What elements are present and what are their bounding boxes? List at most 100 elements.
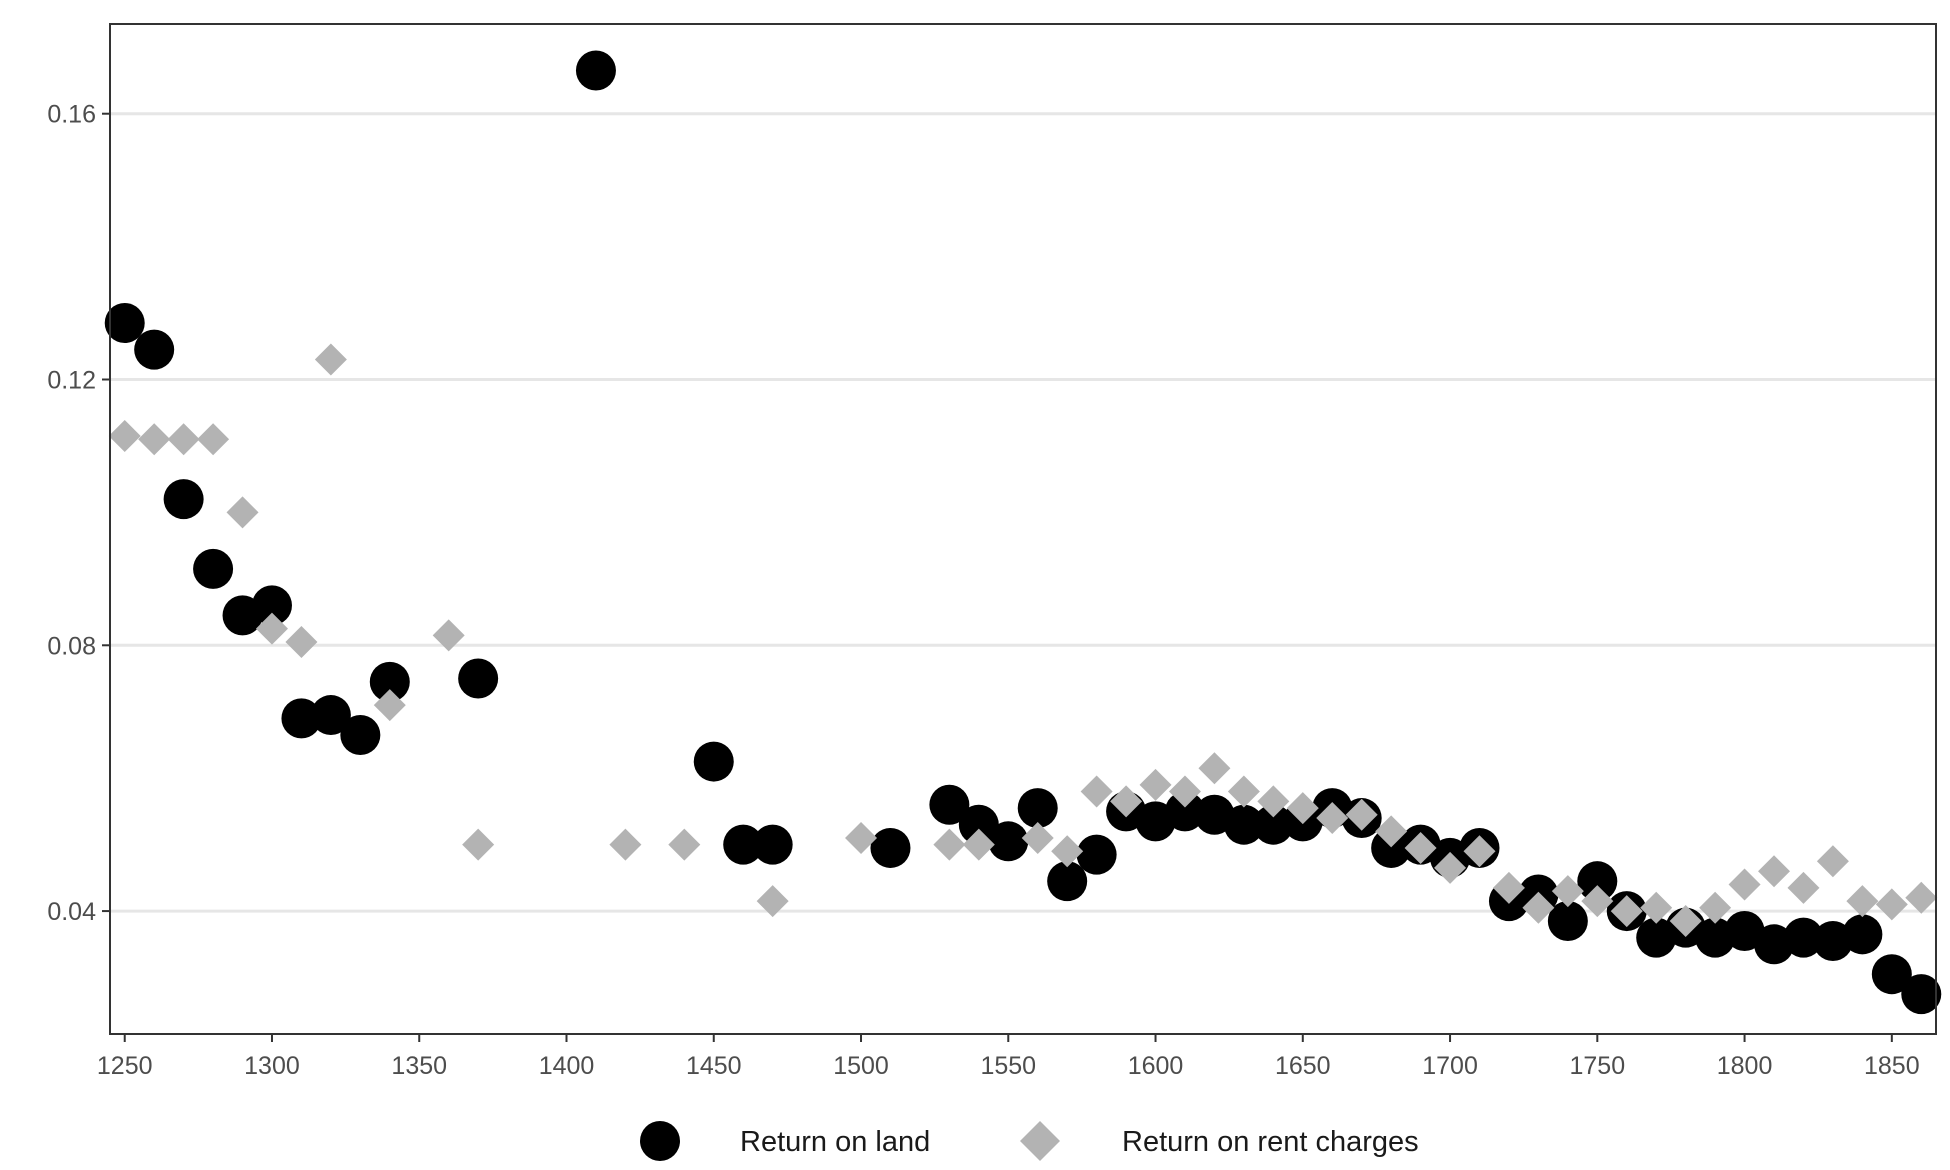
y-tick-label: 0.12 [47, 366, 96, 394]
x-tick-label: 1400 [539, 1052, 595, 1080]
point-return-on-rent-charges [1669, 905, 1702, 938]
point-return-on-land [1871, 954, 1912, 995]
point-return-on-rent-charges [314, 343, 347, 376]
point-return-on-rent-charges [1110, 785, 1143, 818]
point-return-on-land [1223, 804, 1264, 845]
point-return-on-land [310, 695, 351, 736]
point-return-on-rent-charges [1434, 851, 1467, 884]
point-return-on-rent-charges [1168, 775, 1201, 808]
point-return-on-land [340, 714, 381, 755]
x-tick-label: 1500 [833, 1052, 889, 1080]
legend-key-return-on-rent-charges [1020, 1121, 1060, 1161]
point-return-on-rent-charges [432, 619, 465, 652]
point-return-on-rent-charges [1787, 871, 1820, 904]
x-tick-label: 1850 [1864, 1052, 1920, 1080]
point-return-on-rent-charges [756, 885, 789, 918]
point-return-on-rent-charges [1875, 888, 1908, 921]
x-tick-label: 1350 [391, 1052, 447, 1080]
point-return-on-rent-charges [1463, 835, 1496, 868]
x-tick-label: 1700 [1422, 1052, 1478, 1080]
point-return-on-rent-charges [1728, 868, 1761, 901]
point-return-on-rent-charges [462, 828, 495, 861]
point-return-on-land [1842, 914, 1883, 955]
point-return-on-land [1253, 804, 1294, 845]
point-return-on-land [1164, 791, 1205, 832]
point-return-on-rent-charges [1581, 885, 1614, 918]
point-return-on-rent-charges [1816, 845, 1849, 878]
point-return-on-rent-charges [933, 828, 966, 861]
point-return-on-land [163, 479, 204, 520]
y-tick-label: 0.16 [47, 101, 96, 129]
point-return-on-land [1547, 901, 1588, 942]
point-return-on-rent-charges [1227, 775, 1260, 808]
point-return-on-rent-charges [138, 423, 171, 456]
point-return-on-rent-charges [1080, 775, 1113, 808]
point-return-on-rent-charges [255, 612, 288, 645]
point-return-on-land [104, 303, 145, 344]
point-return-on-rent-charges [1051, 835, 1084, 868]
point-return-on-rent-charges [1492, 871, 1525, 904]
point-return-on-land [1076, 834, 1117, 875]
point-return-on-rent-charges [1640, 891, 1673, 924]
plot-panel-border [109, 23, 1937, 1035]
x-tick-label: 1250 [97, 1052, 153, 1080]
x-tick-label: 1300 [244, 1052, 300, 1080]
point-return-on-rent-charges [1375, 815, 1408, 848]
point-return-on-rent-charges [197, 423, 230, 456]
point-return-on-rent-charges [1551, 875, 1584, 908]
series-return-on-rent-charges [108, 343, 1938, 938]
point-return-on-rent-charges [1198, 752, 1231, 785]
point-return-on-rent-charges [108, 419, 141, 452]
y-tick-label: 0.04 [47, 898, 96, 926]
point-return-on-rent-charges [668, 828, 701, 861]
legend: Return on land Return on rent charges [640, 1121, 1419, 1161]
point-return-on-land [1017, 788, 1058, 829]
point-return-on-land [1047, 861, 1088, 902]
point-return-on-land [458, 658, 499, 699]
point-return-on-rent-charges [1316, 802, 1349, 835]
point-return-on-land [1577, 861, 1618, 902]
x-tick-label: 1750 [1569, 1052, 1625, 1080]
point-return-on-land [134, 329, 175, 370]
point-return-on-rent-charges [1021, 821, 1054, 854]
point-return-on-rent-charges [845, 821, 878, 854]
point-return-on-rent-charges [1699, 891, 1732, 924]
point-return-on-rent-charges [1257, 785, 1290, 818]
x-axis: 1250 1300 1350 1400 1450 1500 1550 1600 1650 1700… [97, 1034, 1920, 1080]
y-tick-label: 0.08 [47, 632, 96, 660]
legend-key-return-on-land [640, 1121, 680, 1161]
point-return-on-land [958, 804, 999, 845]
legend-label-return-on-land: Return on land [740, 1126, 930, 1158]
point-return-on-land [1783, 917, 1824, 958]
point-return-on-rent-charges [167, 423, 200, 456]
point-return-on-rent-charges [226, 496, 259, 529]
point-return-on-rent-charges [373, 689, 406, 722]
point-return-on-rent-charges [1345, 798, 1378, 831]
point-return-on-land [1901, 974, 1942, 1015]
point-return-on-land [929, 784, 970, 825]
point-return-on-rent-charges [962, 828, 995, 861]
point-return-on-rent-charges [1404, 831, 1437, 864]
point-return-on-land [988, 821, 1029, 862]
y-axis: 0.04 0.08 0.12 0.16 [47, 101, 110, 926]
point-return-on-land [369, 661, 410, 702]
x-tick-label: 1800 [1717, 1052, 1773, 1080]
x-tick-label: 1650 [1275, 1052, 1331, 1080]
point-return-on-land [193, 548, 234, 589]
point-return-on-rent-charges [1286, 792, 1319, 825]
point-return-on-rent-charges [285, 625, 318, 658]
point-return-on-rent-charges [609, 828, 642, 861]
point-return-on-land [693, 741, 734, 782]
point-return-on-land [1371, 827, 1412, 868]
point-return-on-land [723, 824, 764, 865]
point-return-on-rent-charges [1139, 768, 1172, 801]
point-return-on-rent-charges [1758, 855, 1791, 888]
x-tick-label: 1550 [980, 1052, 1036, 1080]
x-tick-label: 1600 [1128, 1052, 1184, 1080]
point-return-on-land [575, 50, 616, 91]
point-return-on-land [752, 824, 793, 865]
point-return-on-rent-charges [1846, 885, 1879, 918]
point-return-on-land [251, 585, 292, 626]
